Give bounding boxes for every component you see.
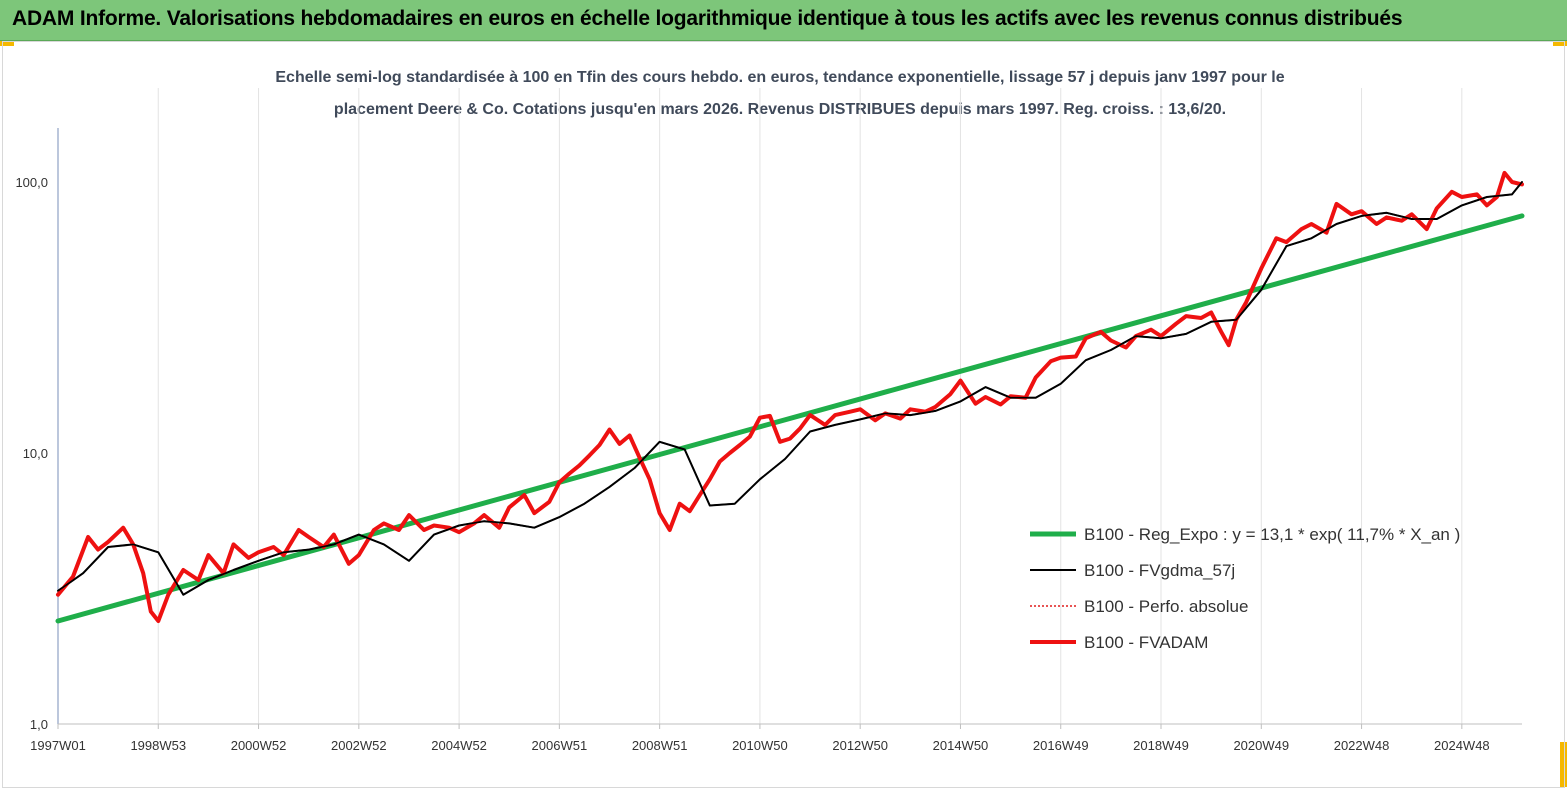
- series-lines: [55, 170, 1525, 624]
- chart-frame: [2, 41, 1565, 788]
- x-tick-label-10: 2016W49: [1033, 738, 1089, 753]
- series-line-0: [55, 213, 1525, 624]
- grid-lines: [157, 88, 1463, 724]
- legend-label-3: B100 - FVADAM: [1084, 633, 1208, 652]
- corner-handle-bottom-right[interactable]: [1560, 742, 1567, 787]
- legend-label-0: B100 - Reg_Expo : y = 13,1 * exp( 11,7% …: [1084, 525, 1460, 544]
- y-tick-labels: 1,0 10,0 100,0: [15, 175, 48, 732]
- y-tick-label-2: 100,0: [15, 175, 48, 190]
- x-tick-label-1: 1998W53: [130, 738, 186, 753]
- y-tick-label-0: 1,0: [30, 717, 48, 732]
- x-tick-label-3: 2002W52: [331, 738, 387, 753]
- x-tick-label-6: 2008W51: [632, 738, 688, 753]
- chart-title-line2: placement Deere & Co. Cotations jusqu'en…: [333, 101, 1227, 118]
- header-banner: ADAM Informe. Valorisations hebdomadaire…: [0, 0, 1567, 41]
- header-title: ADAM Informe. Valorisations hebdomadaire…: [12, 7, 1403, 30]
- x-tick-label-14: 2024W48: [1434, 738, 1490, 753]
- x-tick-label-12: 2020W49: [1233, 738, 1289, 753]
- legend-label-1: B100 - FVgdma_57j: [1084, 561, 1235, 580]
- x-tick-label-4: 2004W52: [431, 738, 487, 753]
- x-tick-label-2: 2000W52: [231, 738, 287, 753]
- x-tick-label-13: 2022W48: [1334, 738, 1390, 753]
- x-tick-label-11: 2018W49: [1133, 738, 1189, 753]
- x-tick-label-8: 2012W50: [832, 738, 888, 753]
- corner-handle-top-right[interactable]: [1553, 41, 1567, 46]
- x-tick-label-7: 2010W50: [732, 738, 788, 753]
- legend: B100 - Reg_Expo : y = 13,1 * exp( 11,7% …: [1030, 525, 1460, 652]
- corner-handle-top-left[interactable]: [0, 41, 14, 46]
- x-tick-label-0: 1997W01: [30, 738, 86, 753]
- chart-title-line1: Echelle semi-log standardisée à 100 en T…: [275, 69, 1285, 86]
- series-line-3: [56, 170, 1524, 623]
- series-line-1-overlay: [57, 181, 1523, 596]
- y-tick-label-1: 10,0: [23, 446, 48, 461]
- x-tick-label-9: 2014W50: [933, 738, 989, 753]
- x-tick-label-5: 2006W51: [532, 738, 588, 753]
- x-tick-labels: 1997W01 1998W53 2000W52 2002W52 2004W52 2006W…: [30, 724, 1490, 753]
- legend-label-2: B100 - Perfo. absolue: [1084, 597, 1248, 616]
